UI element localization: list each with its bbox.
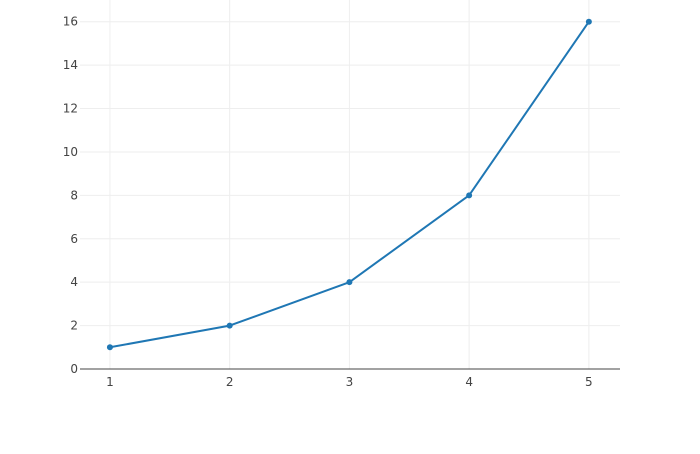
y-tick-label: 10 — [63, 145, 78, 159]
y-tick-label: 14 — [63, 58, 78, 72]
data-point — [346, 279, 353, 286]
series — [106, 18, 592, 351]
data-point — [585, 18, 592, 25]
y-tick-label: 0 — [70, 362, 78, 376]
y-tick-label: 6 — [70, 232, 78, 246]
data-point — [226, 322, 233, 329]
y-tick-label: 8 — [70, 188, 78, 202]
y-tick-label: 4 — [70, 275, 78, 289]
data-point — [106, 344, 113, 351]
x-tick-label: 4 — [465, 375, 473, 389]
x-tick-label: 5 — [585, 375, 593, 389]
grid — [80, 0, 620, 369]
x-tick-label: 1 — [106, 375, 114, 389]
y-tick-label: 16 — [63, 15, 78, 29]
y-tick-label: 12 — [63, 102, 78, 116]
y-tick-label: 2 — [70, 319, 78, 333]
data-point — [466, 192, 473, 199]
x-tick-label: 3 — [346, 375, 354, 389]
x-tick-label: 2 — [226, 375, 234, 389]
